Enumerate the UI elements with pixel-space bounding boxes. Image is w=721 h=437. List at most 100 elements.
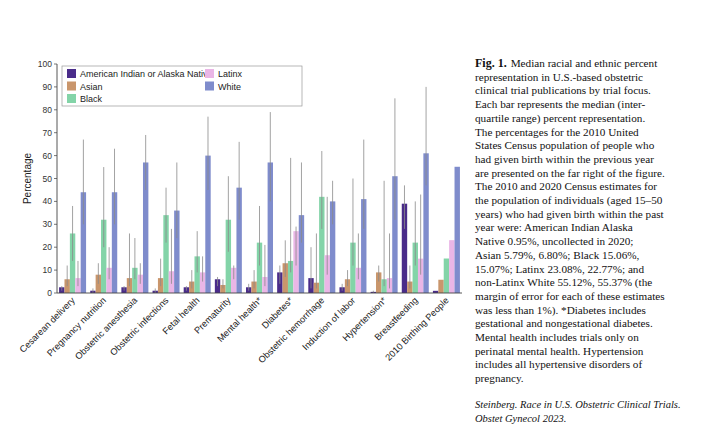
error-bar: [342, 284, 343, 291]
error-bar: [415, 201, 416, 265]
error-bar: [389, 233, 390, 288]
error-bar: [239, 142, 240, 220]
caption-line: clinical trial publications by trial foc…: [475, 84, 651, 96]
caption-line: States Census population of people who: [475, 139, 655, 151]
caption-line: 15.07%; Latinx 23.08%, 22.77%; and: [475, 263, 644, 275]
legend-box: [62, 66, 302, 106]
error-bar: [296, 227, 297, 266]
error-bar: [259, 206, 260, 266]
error-bar: [233, 266, 234, 280]
chart: 0102030405060708090100PercentageCesarean…: [0, 0, 721, 437]
error-bar: [160, 259, 161, 286]
y-tick-label: 40: [43, 196, 53, 206]
citation-line: Steinberg. Race in U.S. Obstetric Clinic…: [475, 399, 681, 410]
x-tick-label: Pregnancy nutrition: [45, 295, 108, 358]
bar: [444, 259, 449, 293]
error-bar: [186, 286, 187, 291]
caption-line: year were: American Indian Alaska: [475, 221, 633, 233]
x-tick-label: Induction of labor: [300, 295, 357, 352]
error-bar: [222, 279, 223, 288]
error-bar: [264, 245, 265, 286]
y-axis-label: Percentage: [22, 152, 33, 204]
y-axis-line: [57, 64, 58, 293]
error-bar: [176, 162, 177, 238]
legend: American Indian or Alaska NativeAsianBla…: [62, 66, 302, 106]
y-tick-label: 0: [47, 288, 52, 298]
error-bar: [285, 240, 286, 277]
error-bar: [109, 247, 110, 279]
legend-label: American Indian or Alaska Native: [80, 69, 213, 79]
error-bar: [166, 188, 167, 243]
error-bar: [347, 270, 348, 286]
caption-line: the population of individuals (aged 15–5…: [475, 194, 663, 207]
y-tick-label: 20: [43, 242, 53, 252]
error-bar: [207, 117, 208, 190]
caption-line: The 2010 and 2020 Census estimates for: [475, 180, 657, 192]
legend-label: Latinx: [218, 69, 243, 79]
error-bar: [426, 87, 427, 185]
bars: [59, 87, 460, 293]
error-bar: [92, 288, 93, 293]
error-bar: [155, 288, 156, 293]
error-bar: [404, 185, 405, 229]
error-bar: [311, 247, 312, 288]
x-axis: Cesarean deliveryPregnancy nutritionObst…: [18, 295, 451, 366]
error-bar: [103, 167, 104, 247]
error-bar: [352, 179, 353, 266]
error-bar: [67, 266, 68, 287]
y-tick-label: 90: [43, 82, 53, 92]
error-bar: [254, 270, 255, 288]
caption-text: Median racial and ethnic percent: [511, 57, 658, 69]
caption-line: pregnancy.: [475, 372, 524, 384]
caption-line: non-Latinx White 55.12%, 55.37% (the: [475, 276, 652, 289]
error-bar: [420, 195, 421, 275]
caption-line: quartile range) percent representation.: [475, 112, 645, 125]
x-tick-label: Cesarean delivery: [18, 295, 78, 355]
error-bar: [145, 135, 146, 190]
error-bar: [228, 176, 229, 252]
y-tick-label: 10: [43, 265, 53, 275]
error-bar: [279, 266, 280, 284]
y-tick-label: 60: [43, 151, 53, 161]
legend-swatch: [205, 82, 214, 91]
legend-swatch: [67, 69, 76, 78]
y-tick-label: 80: [43, 105, 53, 115]
y-axis: 0102030405060708090100: [38, 59, 57, 298]
error-bar: [191, 270, 192, 288]
caption-line: representation in U.S.-based obstetric: [475, 71, 643, 83]
error-bar: [124, 286, 125, 291]
error-bar: [378, 266, 379, 282]
caption-label: Fig. 1.: [475, 56, 507, 70]
error-bar: [270, 112, 271, 201]
caption-line: Asian 5.79%, 6.80%; Black 15.06%,: [475, 249, 640, 261]
x-axis-line: [57, 293, 462, 294]
caption-line: Mental health includes trials only on: [475, 331, 639, 343]
error-bar: [290, 158, 291, 273]
error-bar: [409, 266, 410, 289]
caption-line: had given birth within the previous year: [475, 153, 654, 165]
error-bar: [363, 140, 364, 229]
caption-line: Fig. 1. Median racial and ethnic percent: [475, 56, 658, 70]
legend-label: White: [218, 82, 241, 92]
error-bar: [358, 233, 359, 279]
y-tick-label: 100: [38, 59, 52, 69]
error-bar: [171, 229, 172, 284]
caption-line: The percentages for the 2010 United: [475, 126, 639, 138]
error-bar: [202, 256, 203, 281]
caption-line: includes all hypertensive disorders of: [475, 358, 642, 370]
y-tick-label: 70: [43, 128, 53, 138]
legend-label: Black: [80, 94, 103, 104]
error-bar: [61, 286, 62, 291]
bar: [449, 240, 454, 293]
error-bar: [332, 181, 333, 225]
y-tick-label: 50: [43, 174, 53, 184]
error-bar: [316, 233, 317, 288]
error-bar: [394, 98, 395, 219]
error-bar: [321, 151, 322, 229]
error-bar: [114, 149, 115, 225]
error-bar: [134, 238, 135, 279]
error-bar: [384, 181, 385, 286]
citation-line: Obstet Gynecol 2023.: [475, 413, 566, 424]
error-bar: [197, 231, 198, 272]
error-bar: [327, 197, 328, 275]
